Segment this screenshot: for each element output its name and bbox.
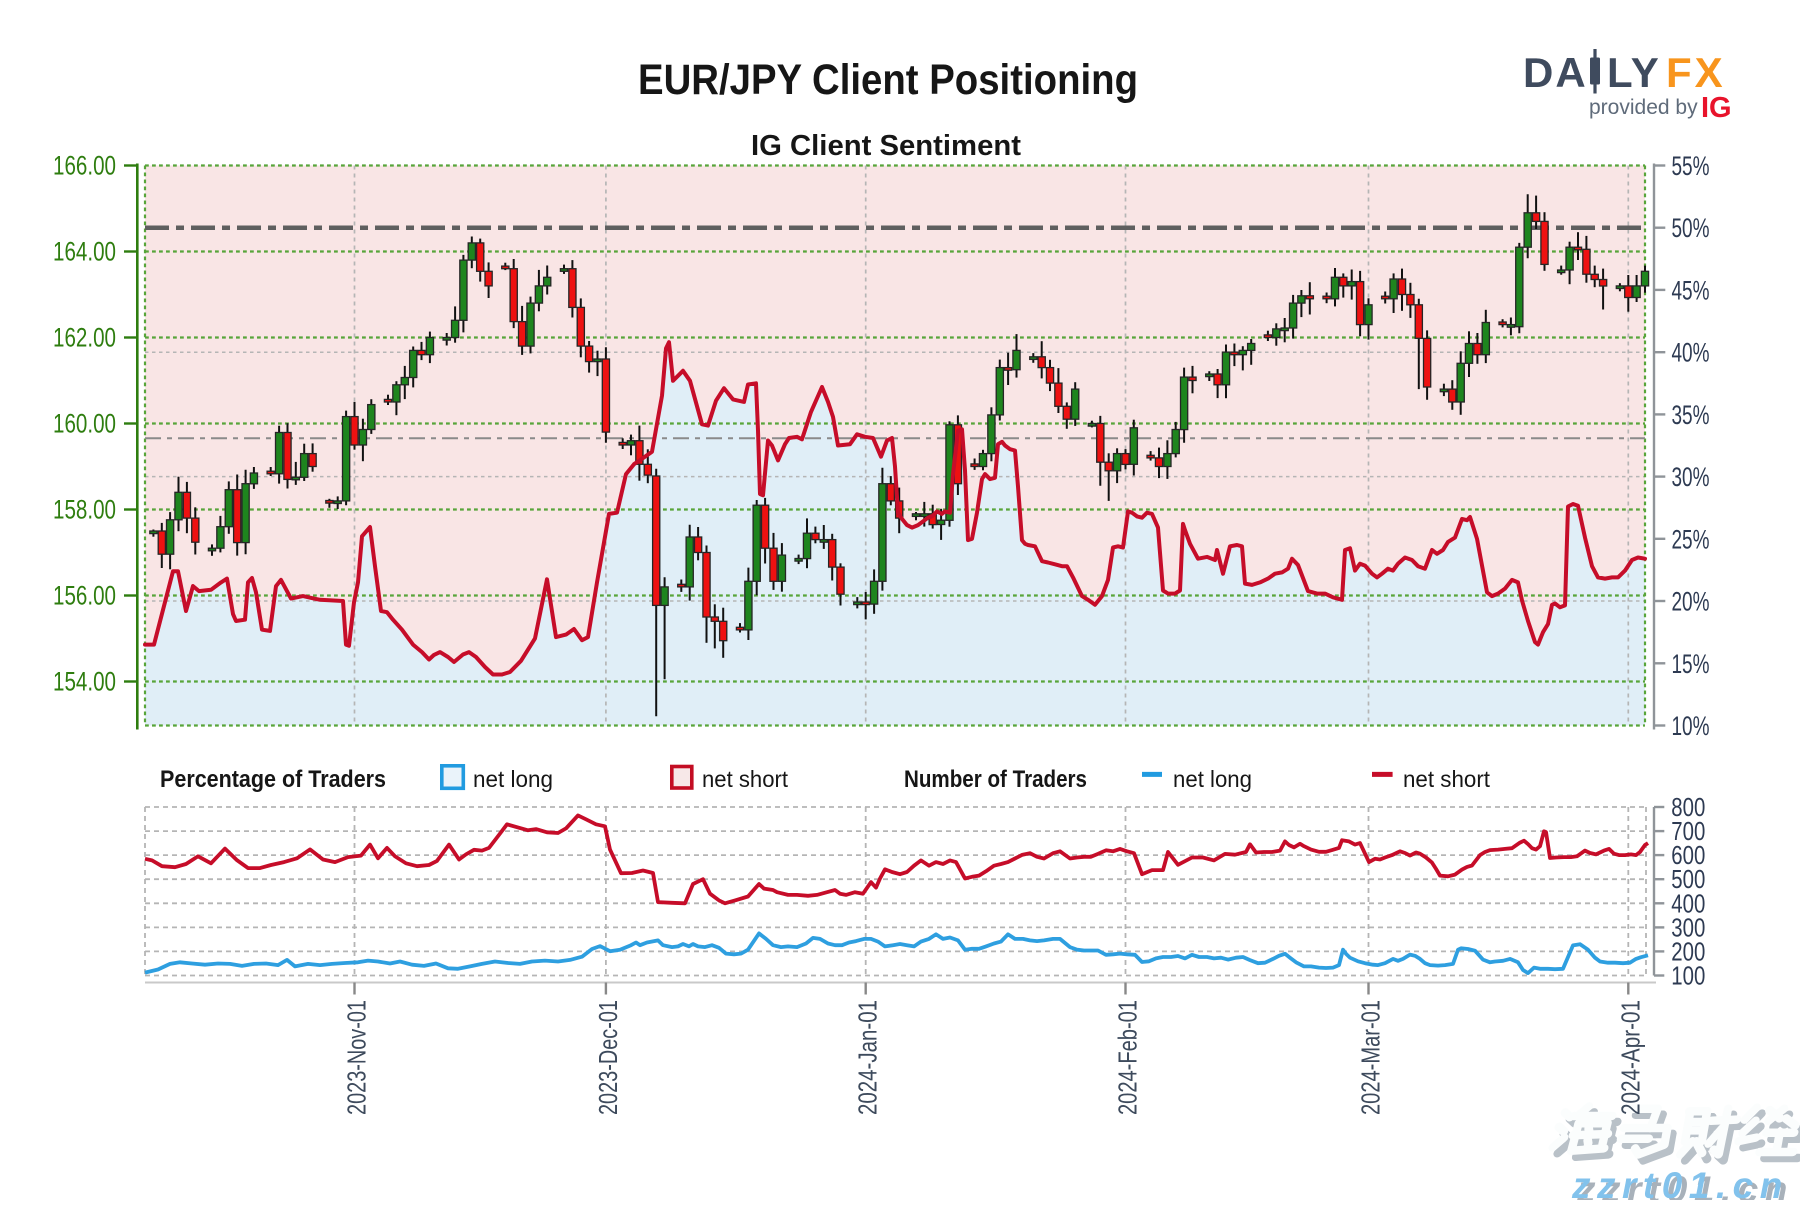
svg-text:20%: 20% xyxy=(1672,587,1710,617)
svg-text:100: 100 xyxy=(1671,961,1705,991)
svg-text:zzrt01.cn: zzrt01.cn xyxy=(1571,1165,1789,1200)
svg-text:10%: 10% xyxy=(1672,711,1710,741)
svg-text:200: 200 xyxy=(1671,936,1705,966)
svg-text:35%: 35% xyxy=(1672,400,1710,430)
svg-text:40%: 40% xyxy=(1672,338,1710,368)
svg-text:30%: 30% xyxy=(1672,462,1710,492)
svg-text:160.00: 160.00 xyxy=(53,409,116,439)
svg-text:50%: 50% xyxy=(1672,213,1710,243)
svg-text:300: 300 xyxy=(1671,912,1705,942)
svg-text:164.00: 164.00 xyxy=(53,237,116,267)
svg-text:net short: net short xyxy=(702,766,789,792)
svg-text:DA: DA xyxy=(1523,49,1588,96)
svg-text:Percentage of Traders: Percentage of Traders xyxy=(160,766,386,793)
svg-text:EUR/JPY Client Positioning: EUR/JPY Client Positioning xyxy=(638,56,1138,104)
svg-text:800: 800 xyxy=(1671,792,1705,822)
svg-text:net short: net short xyxy=(1403,766,1491,792)
svg-text:25%: 25% xyxy=(1672,524,1710,554)
svg-text:FX: FX xyxy=(1666,49,1726,96)
svg-text:2024-Feb-01: 2024-Feb-01 xyxy=(1113,1000,1143,1115)
svg-text:2024-Mar-01: 2024-Mar-01 xyxy=(1356,1000,1386,1115)
svg-text:156.00: 156.00 xyxy=(53,581,116,611)
svg-text:zzrt01.cn: zzrt01.cn xyxy=(1576,1169,1794,1200)
svg-text:700: 700 xyxy=(1671,816,1705,846)
svg-text:IG: IG xyxy=(1701,92,1732,124)
svg-text:LY: LY xyxy=(1607,49,1661,96)
svg-text:400: 400 xyxy=(1671,888,1705,918)
svg-text:2024-Apr-01: 2024-Apr-01 xyxy=(1615,1000,1645,1115)
svg-text:500: 500 xyxy=(1671,864,1705,894)
svg-text:55%: 55% xyxy=(1672,151,1710,181)
svg-text:2023-Dec-01: 2023-Dec-01 xyxy=(593,1000,623,1115)
svg-text:162.00: 162.00 xyxy=(53,323,116,353)
svg-text:45%: 45% xyxy=(1672,275,1710,305)
svg-text:2024-Jan-01: 2024-Jan-01 xyxy=(853,1000,883,1115)
svg-text:158.00: 158.00 xyxy=(53,495,116,525)
svg-text:provided by: provided by xyxy=(1589,96,1698,119)
svg-text:IG Client Sentiment: IG Client Sentiment xyxy=(751,130,1021,162)
svg-text:600: 600 xyxy=(1671,840,1705,870)
svg-text:net long: net long xyxy=(473,766,553,792)
svg-text:15%: 15% xyxy=(1672,649,1710,679)
svg-text:2023-Nov-01: 2023-Nov-01 xyxy=(342,1000,372,1115)
svg-text:net long: net long xyxy=(1173,766,1252,792)
svg-text:154.00: 154.00 xyxy=(53,667,116,697)
svg-text:Number of Traders: Number of Traders xyxy=(904,766,1087,793)
svg-text:166.00: 166.00 xyxy=(53,151,116,181)
